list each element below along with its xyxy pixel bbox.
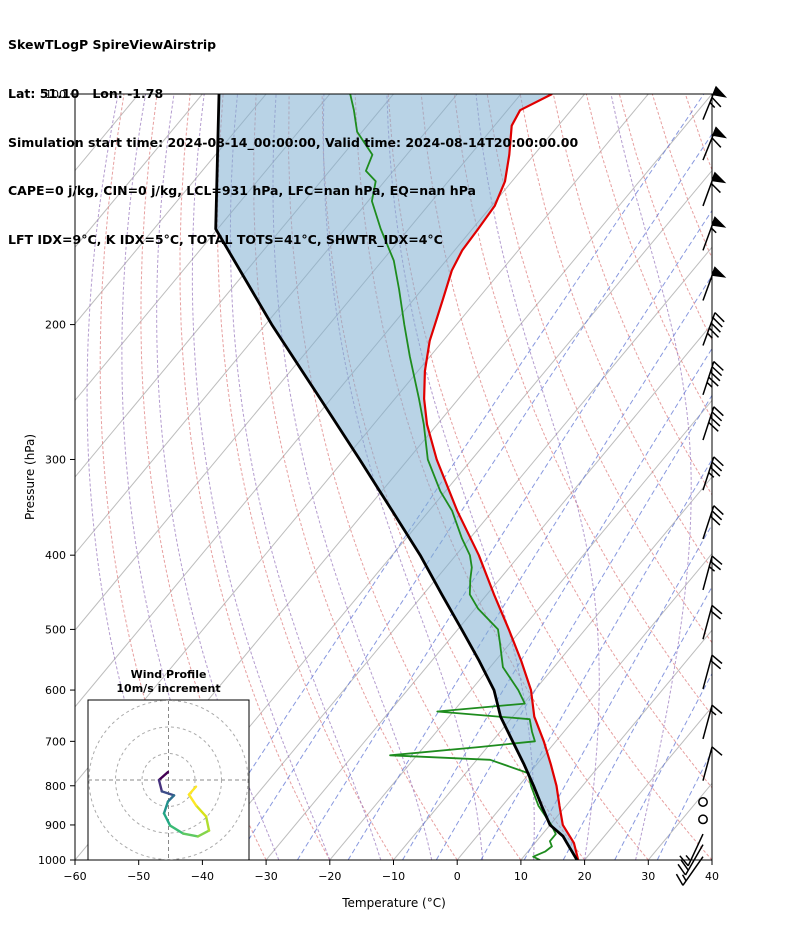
svg-text:20: 20 — [578, 870, 592, 883]
y-axis-label: Pressure (hPa) — [23, 433, 37, 521]
hodograph-trace — [157, 770, 211, 838]
chart-times: Simulation start time: 2024-08-14_00:00:… — [8, 134, 579, 150]
hodograph-grid — [88, 700, 249, 860]
chart-location: Lat: 51.10 Lon: -1.78 — [8, 86, 164, 102]
chart-indices-1: CAPE=0 j/kg, CIN=0 j/kg, LCL=931 hPa, LF… — [8, 183, 476, 199]
svg-text:−20: −20 — [318, 870, 341, 883]
hodograph-subtitle: 10m/s increment — [116, 681, 221, 695]
hodograph-inset — [87, 699, 250, 861]
svg-text:30: 30 — [641, 870, 655, 883]
cape-shading — [215, 94, 579, 860]
svg-text:−60: −60 — [63, 870, 86, 883]
svg-text:800: 800 — [45, 780, 66, 793]
dewpoint-curve — [349, 94, 557, 860]
plot-background-lines — [75, 94, 712, 860]
svg-text:600: 600 — [45, 684, 66, 697]
svg-text:−50: −50 — [127, 870, 150, 883]
svg-text:700: 700 — [45, 735, 66, 748]
svg-text:−40: −40 — [191, 870, 214, 883]
svg-text:400: 400 — [45, 549, 66, 562]
svg-text:900: 900 — [45, 819, 66, 832]
chart-indices-2: LFT IDX=9°C, K IDX=5°C, TOTAL TOTS=41°C,… — [8, 231, 443, 247]
svg-text:1000: 1000 — [38, 854, 66, 867]
wind-barb-column — [675, 85, 728, 886]
svg-text:100: 100 — [45, 88, 66, 101]
x-axis-label: Temperature (°C) — [342, 896, 446, 910]
svg-text:−10: −10 — [382, 870, 405, 883]
svg-text:200: 200 — [45, 319, 66, 332]
svg-text:500: 500 — [45, 623, 66, 636]
svg-text:0: 0 — [454, 870, 461, 883]
svg-text:10: 10 — [514, 870, 528, 883]
header-block: SkewTLogP SpireViewAirstrip Lat: 51.10 L… — [8, 5, 578, 280]
chart-title: SkewTLogP SpireViewAirstrip — [8, 37, 217, 53]
temperature-curve — [423, 94, 580, 860]
svg-text:−30: −30 — [254, 870, 277, 883]
svg-text:40: 40 — [705, 870, 719, 883]
svg-text:300: 300 — [45, 453, 66, 466]
hodograph-title-block: Wind Profile 10m/s increment — [88, 668, 249, 695]
parcel-curve — [214, 94, 579, 860]
hodograph-title: Wind Profile — [130, 668, 207, 681]
axis-ticks: −60 −50 −40 −30 −20 −10 0 10 20 30 40 100 200 300 400 5… — [38, 88, 719, 883]
